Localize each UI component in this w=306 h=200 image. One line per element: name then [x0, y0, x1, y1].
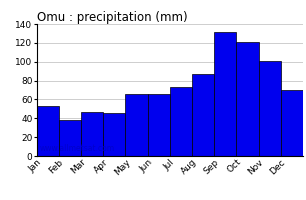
- Bar: [81, 112, 103, 156]
- Bar: [281, 90, 303, 156]
- Text: Omu : precipitation (mm): Omu : precipitation (mm): [37, 11, 187, 24]
- Text: www.allmetsat.com: www.allmetsat.com: [39, 144, 114, 153]
- Bar: [259, 61, 281, 156]
- Bar: [192, 74, 214, 156]
- Bar: [170, 87, 192, 156]
- Bar: [237, 42, 259, 156]
- Bar: [37, 106, 59, 156]
- Bar: [103, 113, 125, 156]
- Bar: [214, 32, 237, 156]
- Bar: [59, 120, 81, 156]
- Bar: [148, 94, 170, 156]
- Bar: [125, 94, 148, 156]
